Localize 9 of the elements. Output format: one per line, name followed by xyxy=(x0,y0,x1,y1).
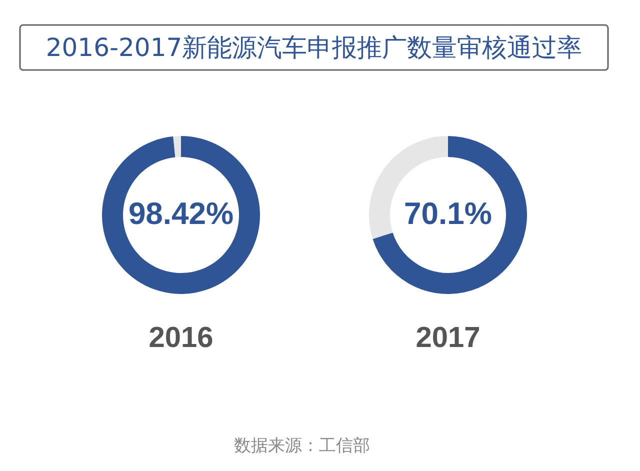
data-label: 70.1% xyxy=(404,196,492,231)
source-note: 数据来源：工信部 xyxy=(234,436,370,456)
text: 2016 xyxy=(148,322,214,354)
donut-slice xyxy=(173,136,181,158)
donut-slice xyxy=(102,136,260,294)
text: 2017 xyxy=(416,322,480,354)
data-label: 98.42% xyxy=(128,196,234,231)
donut-slice xyxy=(372,136,527,294)
text: 2016-2017新能源汽车申报推广数量审核通过率 xyxy=(46,33,582,62)
